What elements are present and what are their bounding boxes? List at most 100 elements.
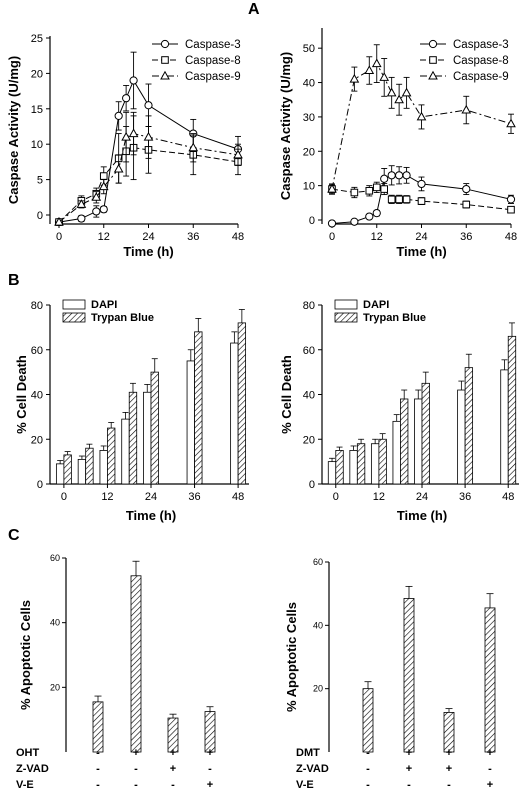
bar xyxy=(77,458,87,485)
data-point xyxy=(54,216,64,226)
treatment-mark: + xyxy=(487,779,493,791)
x-tick-label: 36 xyxy=(459,491,471,503)
y-axis-title: Caspase Activity (U/mg) xyxy=(6,56,21,204)
data-point xyxy=(371,58,382,68)
y-tick-label: 20 xyxy=(50,682,60,692)
x-tick-label: 12 xyxy=(373,491,385,503)
data-point xyxy=(461,104,472,114)
bar xyxy=(392,420,401,485)
treatment-mark: + xyxy=(170,763,176,775)
bar xyxy=(484,607,496,753)
data-point xyxy=(128,128,139,138)
data-point xyxy=(114,111,123,120)
data-point xyxy=(76,199,87,208)
panel-label-c: C xyxy=(8,527,20,544)
legend-marker xyxy=(160,70,170,80)
bar xyxy=(507,335,517,485)
data-point xyxy=(349,73,360,83)
panel-label-b: B xyxy=(8,272,20,289)
data-point xyxy=(77,214,86,223)
data-point xyxy=(233,149,243,159)
legend-swatch xyxy=(334,299,358,310)
x-tick-label: 24 xyxy=(416,491,428,503)
treatment-label: OHT xyxy=(16,747,40,759)
y-tick-label: 20 xyxy=(303,434,315,446)
treatment-mark: + xyxy=(207,747,213,759)
data-point xyxy=(144,101,153,110)
legend-marker xyxy=(429,56,437,64)
panel-label-a: A xyxy=(248,1,260,18)
y-tick-label: 20 xyxy=(313,684,323,694)
y-tick-label: 40 xyxy=(303,78,315,90)
bar xyxy=(335,450,344,485)
y-tick-label: 0 xyxy=(309,479,315,491)
data-point xyxy=(416,111,427,121)
data-point xyxy=(98,181,109,191)
bar xyxy=(349,450,358,485)
series-dapi xyxy=(55,331,239,485)
series-dapi xyxy=(327,359,509,485)
x-tick-label: 0 xyxy=(56,231,62,243)
apoptotic-cells-chart-left: 20 40 60 % Apoptotic Cells OHT - + + + Z-VAD - - + - V… xyxy=(16,553,216,791)
y-tick-label: 15 xyxy=(31,104,43,116)
data-point xyxy=(113,163,124,173)
y-tick-label: 80 xyxy=(303,300,315,312)
legend-label: Caspase-8 xyxy=(453,55,509,67)
legend-swatch xyxy=(62,299,86,310)
bar xyxy=(457,389,466,485)
data-point xyxy=(386,87,397,97)
treatment-mark: + xyxy=(133,747,139,759)
series-caspase-8 xyxy=(328,181,515,214)
data-point xyxy=(417,179,426,189)
legend-label: Caspase-9 xyxy=(453,71,509,83)
x-tick-label: 12 xyxy=(101,491,113,503)
data-point xyxy=(327,219,337,228)
data-point xyxy=(395,195,403,204)
y-tick-label: 60 xyxy=(31,345,43,357)
y-tick-label: 60 xyxy=(50,553,60,563)
data-point xyxy=(350,188,359,197)
y-tick-label: 20 xyxy=(31,434,43,446)
cell-death-chart-left: 0 20 40 60 80 0 12 24 36 48 Time (h) % Cell Death DA… xyxy=(14,299,249,523)
y-tick-label: 60 xyxy=(313,557,323,567)
legend-marker xyxy=(161,56,169,64)
x-axis-title: Time (h) xyxy=(126,508,176,523)
data-point xyxy=(506,118,516,128)
bar xyxy=(55,463,65,485)
data-point xyxy=(417,197,426,205)
y-tick-label: 10 xyxy=(31,139,43,151)
x-tick-label: 24 xyxy=(415,231,427,243)
treatment-mark: + xyxy=(487,747,493,759)
treatment-mark: - xyxy=(134,763,138,775)
treatment-label: V-E xyxy=(296,779,314,791)
x-tick-label: 0 xyxy=(61,491,67,503)
x-tick-label: 24 xyxy=(145,491,157,503)
x-tick-label: 12 xyxy=(371,231,383,243)
treatment-mark: + xyxy=(170,747,176,759)
data-point xyxy=(507,205,515,214)
cell-death-chart-right: 0 20 40 60 80 0 12 24 36 48 Time (h) % Cell Death DA… xyxy=(279,299,519,523)
caspase-activity-chart-right: 0 10 20 30 40 50 0 12 24 36 48 Time (h) Caspase Acti… xyxy=(278,28,517,259)
data-point xyxy=(387,195,396,204)
x-axis-title: Time (h) xyxy=(123,244,173,259)
legend-label: Trypan Blue xyxy=(91,312,154,324)
treatment-mark: - xyxy=(171,779,175,791)
series-caspase-3 xyxy=(327,165,516,228)
data-point xyxy=(372,209,381,218)
legend-label: DAPI xyxy=(363,299,389,311)
y-axis-title: % Cell Death xyxy=(279,355,294,434)
data-point xyxy=(122,94,131,103)
data-point xyxy=(380,174,389,183)
treatment-mark: - xyxy=(96,779,100,791)
y-tick-label: 20 xyxy=(303,146,315,158)
apoptotic-cells-chart-right: 20 40 60 % Apoptotic Cells DMT - + + + Z-VAD - + + - V… xyxy=(284,557,496,791)
bar xyxy=(99,450,108,485)
y-axis-title: % Apoptotic Cells xyxy=(18,600,33,710)
x-axis-title: Time (h) xyxy=(396,244,446,259)
treatment-mark: - xyxy=(96,763,100,775)
y-tick-label: 10 xyxy=(303,181,315,193)
data-point xyxy=(462,200,471,209)
bar xyxy=(400,398,409,485)
treatment-mark: + xyxy=(406,747,412,759)
treatment-mark: - xyxy=(366,747,370,759)
